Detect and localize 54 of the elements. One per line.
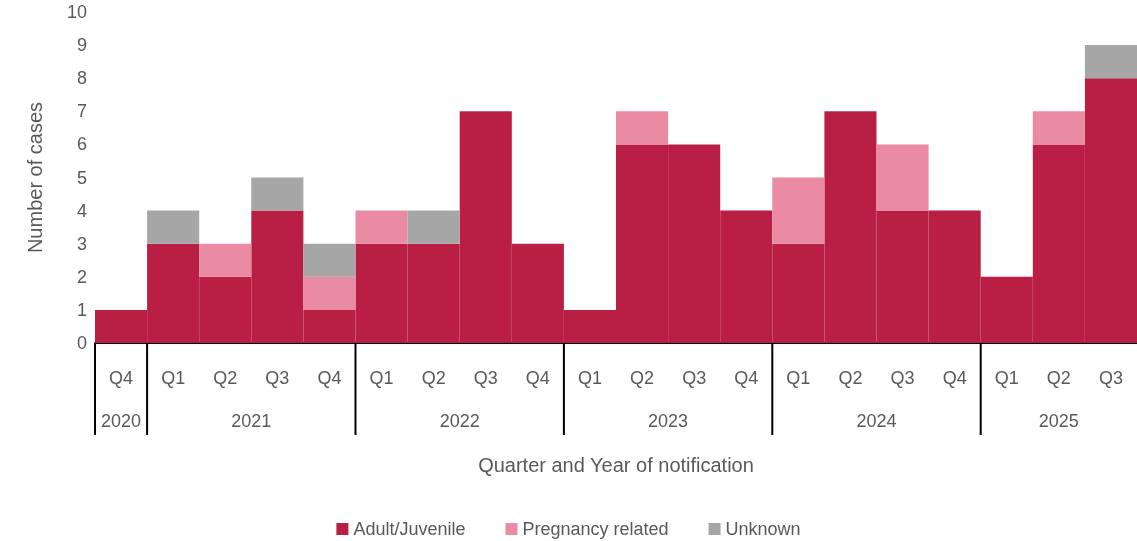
bar bbox=[616, 111, 669, 145]
y-tick-label: 7 bbox=[76, 101, 87, 122]
x-tick-label: Q1 bbox=[994, 368, 1019, 388]
x-tick-label: Q4 bbox=[942, 368, 967, 388]
x-tick-label: Q1 bbox=[161, 368, 186, 388]
text: 2024 bbox=[856, 411, 897, 431]
x-tick-label: Q2 bbox=[1046, 368, 1071, 388]
x-tick-label: Q4 bbox=[734, 368, 759, 388]
y-tick-label: 2 bbox=[76, 266, 87, 287]
y-tick-label: 8 bbox=[76, 68, 87, 89]
y-tick-label: 0 bbox=[76, 333, 87, 353]
text: 2022 bbox=[439, 411, 480, 431]
x-tick-label: Q3 bbox=[890, 368, 915, 388]
x-tick-label: Q3 bbox=[265, 368, 290, 388]
bar bbox=[303, 243, 356, 277]
bar bbox=[876, 144, 929, 211]
text: 2023 bbox=[648, 411, 689, 431]
y-tick-label: 6 bbox=[76, 134, 87, 155]
bar bbox=[1084, 45, 1137, 79]
legend-label: Unknown bbox=[725, 519, 801, 539]
x-tick-label: Q4 bbox=[317, 368, 342, 388]
bar bbox=[772, 177, 825, 244]
x-tick-label: Q2 bbox=[421, 368, 446, 388]
y-tick-label: 10 bbox=[66, 2, 87, 22]
bar bbox=[251, 177, 304, 211]
y-tick-label: 4 bbox=[76, 200, 87, 221]
x-tick-label: Q3 bbox=[682, 368, 707, 388]
bar bbox=[407, 210, 460, 244]
bar bbox=[355, 210, 408, 244]
text: 2021 bbox=[231, 411, 272, 431]
legend-label: Adult/Juvenile bbox=[353, 519, 466, 539]
text: 2025 bbox=[1038, 411, 1079, 431]
x-axis-title: Quarter and Year of notification bbox=[478, 454, 754, 476]
y-tick-label: 9 bbox=[76, 35, 87, 56]
x-tick-label: Q2 bbox=[838, 368, 863, 388]
x-tick-label: Q4 bbox=[525, 368, 550, 388]
x-tick-label: Q1 bbox=[577, 368, 602, 388]
x-tick-label: Q4 bbox=[109, 368, 134, 388]
y-tick-label: 1 bbox=[76, 299, 87, 320]
legend-label: Pregnancy related bbox=[522, 519, 669, 539]
text: 2020 bbox=[101, 411, 142, 431]
x-tick-label: Q1 bbox=[369, 368, 394, 388]
x-tick-label: Q3 bbox=[473, 368, 498, 388]
bar bbox=[303, 276, 356, 310]
y-tick-label: 3 bbox=[76, 233, 87, 254]
bar bbox=[147, 210, 200, 244]
bar bbox=[1032, 111, 1085, 145]
y-axis-title: Number of cases bbox=[24, 101, 46, 254]
x-tick-label: Q1 bbox=[786, 368, 811, 388]
x-tick-label: Q2 bbox=[213, 368, 238, 388]
x-tick-label: Q3 bbox=[1098, 368, 1123, 388]
bar bbox=[199, 243, 252, 277]
x-tick-label: Q2 bbox=[630, 368, 655, 388]
y-tick-label: 5 bbox=[76, 167, 87, 188]
